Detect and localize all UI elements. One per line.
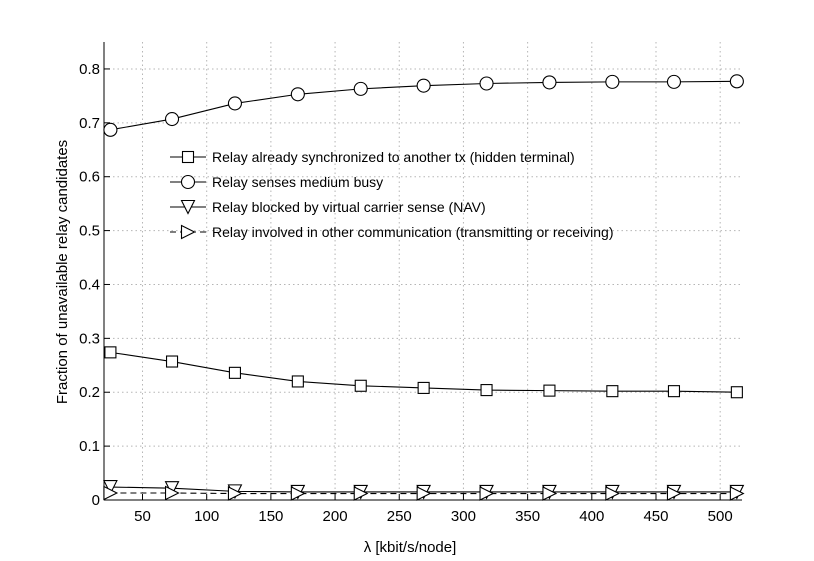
x-tick-label: 400 xyxy=(579,508,604,525)
y-tick-label: 0.1 xyxy=(79,438,100,455)
x-axis-label: λ [kbit/s/node] xyxy=(364,539,457,556)
marker-square xyxy=(228,366,241,379)
marker-circle xyxy=(666,74,682,89)
series-layer xyxy=(103,74,745,501)
marker-square xyxy=(354,379,367,392)
marker-triangle-down xyxy=(180,199,196,215)
axes-frame xyxy=(103,42,742,501)
x-tick-label: 300 xyxy=(451,508,476,525)
x-tick-label: 150 xyxy=(258,508,283,525)
marker-triangle-right xyxy=(290,486,306,501)
marker-square xyxy=(417,381,430,394)
marker-triangle-right xyxy=(666,486,682,501)
legend-label: Relay involved in other communication (t… xyxy=(212,224,614,240)
marker-circle xyxy=(353,81,368,96)
legend-label: Relay blocked by virtual carrier sense (… xyxy=(212,199,486,215)
x-tick-label: 50 xyxy=(134,508,151,525)
plot-background xyxy=(104,42,742,500)
marker-circle xyxy=(290,87,305,102)
marker-circle xyxy=(227,96,242,111)
marker-square xyxy=(730,386,743,399)
y-tick-label: 0.2 xyxy=(79,384,100,401)
marker-triangle-right xyxy=(164,485,180,501)
marker-square xyxy=(480,384,493,397)
marker-triangle-right xyxy=(180,224,196,240)
x-tick-label: 500 xyxy=(708,508,733,525)
marker-square xyxy=(165,355,179,368)
marker-circle xyxy=(542,75,557,90)
marker-triangle-right xyxy=(227,486,243,501)
marker-square xyxy=(667,385,681,398)
marker-triangle-down xyxy=(103,480,118,495)
legend: Relay already synchronized to another tx… xyxy=(170,149,614,240)
marker-circle xyxy=(164,112,180,127)
marker-square xyxy=(606,385,619,398)
marker-triangle-right xyxy=(353,486,369,501)
legend-entry: Relay already synchronized to another tx… xyxy=(170,149,575,165)
y-tick-label: 0.5 xyxy=(79,223,100,240)
legend-entry: Relay blocked by virtual carrier sense (… xyxy=(170,199,486,215)
marker-circle xyxy=(416,78,431,93)
marker-triangle-right xyxy=(729,486,745,501)
y-axis-ticks: 0 0.1 0.2 0.3 0.4 0.5 0.6 0.7 0.8 xyxy=(79,61,110,509)
legend-label: Relay already synchronized to another tx… xyxy=(212,149,575,165)
x-tick-label: 200 xyxy=(323,508,348,525)
marker-circle xyxy=(479,76,494,91)
marker-square xyxy=(104,346,117,359)
marker-triangle-right xyxy=(542,486,558,501)
y-tick-label: 0.4 xyxy=(79,276,100,293)
series-circle xyxy=(103,74,744,137)
marker-square xyxy=(291,375,304,388)
x-tick-label: 250 xyxy=(387,508,412,525)
legend-entry: Relay senses medium busy xyxy=(170,174,383,190)
marker-circle xyxy=(180,174,196,190)
y-tick-label: 0.8 xyxy=(79,61,100,78)
marker-triangle-right xyxy=(605,486,621,501)
marker-circle xyxy=(103,122,118,137)
series-triangle-right xyxy=(103,485,745,501)
marker-circle xyxy=(729,74,744,89)
x-axis-ticks: 50 100 150 200 250 300 350 400 450 500 xyxy=(134,494,733,525)
y-axis-label: Fraction of unavailable relay candidates xyxy=(54,140,71,404)
series-square xyxy=(104,346,743,399)
marker-square xyxy=(181,150,195,164)
x-tick-label: 100 xyxy=(194,508,219,525)
marker-circle xyxy=(605,74,620,89)
y-tick-label: 0 xyxy=(92,492,100,509)
y-tick-label: 0.3 xyxy=(79,330,100,347)
marker-triangle-right xyxy=(416,486,432,501)
y-tick-label: 0.6 xyxy=(79,169,100,186)
marker-triangle-right xyxy=(479,486,495,501)
plot-area xyxy=(104,42,742,500)
x-tick-label: 450 xyxy=(643,508,668,525)
legend-entry: Relay involved in other communication (t… xyxy=(170,224,614,240)
legend-label: Relay senses medium busy xyxy=(212,174,383,190)
x-tick-label: 350 xyxy=(515,508,540,525)
marker-square xyxy=(543,384,556,397)
y-tick-label: 0.7 xyxy=(79,115,100,132)
